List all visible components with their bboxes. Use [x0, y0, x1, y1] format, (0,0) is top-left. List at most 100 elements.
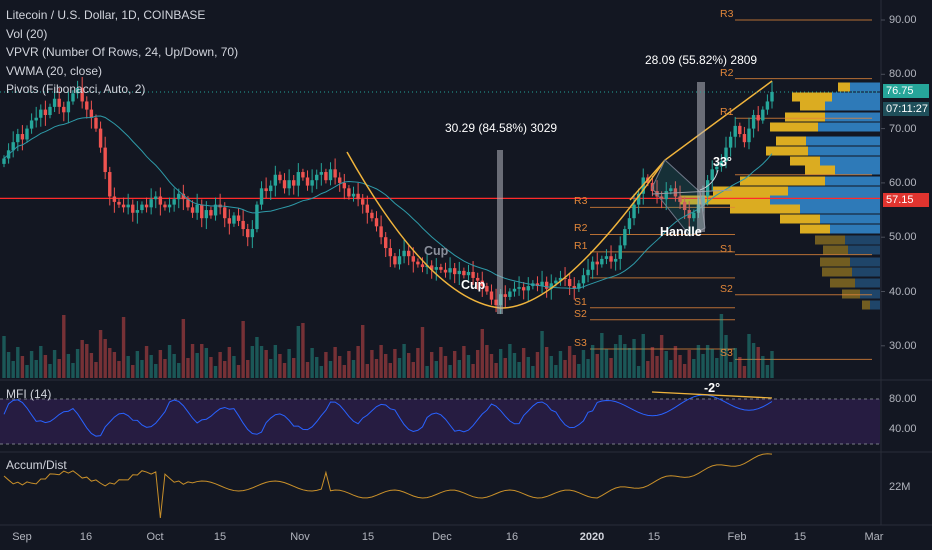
volume-bar	[71, 363, 75, 378]
candle-body	[572, 286, 576, 289]
volume-bar	[761, 356, 765, 378]
legend-volume[interactable]: Vol (20)	[6, 26, 48, 41]
candle-body	[80, 87, 84, 102]
volume-bar	[121, 317, 126, 378]
volume-bar	[659, 335, 664, 378]
candle-body	[604, 256, 609, 259]
volume-bar	[664, 351, 668, 378]
volume-bar	[485, 345, 489, 378]
legend-vwma[interactable]: VWMA (20, close)	[6, 63, 103, 78]
vpvr-up-bar	[806, 136, 880, 146]
volume-bar	[738, 357, 742, 378]
candle-body	[16, 134, 20, 143]
pivot-left-label: S2	[574, 307, 587, 320]
price-tick-label: 80.00	[889, 68, 917, 81]
legend-pivots[interactable]: Pivots (Fibonacci, Auto, 2)	[6, 82, 146, 96]
time-tick-label: 15	[361, 531, 375, 543]
candle-body	[586, 269, 590, 276]
volume-bar	[655, 356, 659, 378]
volume-bar	[62, 315, 66, 378]
volume-bar	[733, 348, 737, 378]
candle-body	[374, 218, 379, 227]
volume-bar	[678, 355, 682, 378]
volume-bar	[673, 346, 678, 378]
candle-body	[287, 180, 291, 189]
level-price-tag: 57.15	[883, 193, 929, 207]
volume-bar	[618, 335, 622, 378]
candles	[2, 77, 774, 378]
pivot-right-label: S1	[720, 242, 733, 255]
candle-body	[664, 191, 668, 200]
vpvr-down-bar	[785, 112, 825, 122]
volume-bar	[549, 356, 553, 378]
vpvr-up-bar	[845, 235, 880, 245]
volume-bar	[140, 360, 144, 378]
vpvr-down-bar	[713, 186, 788, 196]
volume-bar	[540, 331, 544, 378]
candle-body	[2, 158, 6, 164]
volume-bar	[411, 362, 415, 378]
pivot-left-label: R1	[574, 239, 588, 252]
volume-bar	[508, 344, 512, 378]
volume-bar	[558, 351, 563, 378]
volume-bar	[250, 346, 255, 378]
volume-bar	[190, 344, 195, 378]
volume-bar	[241, 321, 245, 378]
candle-body	[411, 256, 415, 262]
candle-body	[457, 270, 461, 275]
time-tick-label: 2020	[579, 531, 605, 543]
vpvr-down-bar	[730, 204, 800, 214]
candle-body	[255, 204, 259, 230]
vpvr-down-bar	[830, 278, 855, 288]
legend-symbol[interactable]: Litecoin / U.S. Dollar, 1D, COINBASE	[6, 8, 206, 22]
legend-vpvr[interactable]: VPVR (Number Of Rows, 24, Up/Down, 70)	[6, 45, 239, 59]
volume-bar	[471, 364, 475, 378]
volume-bar	[338, 356, 342, 378]
volume-bar	[213, 366, 218, 378]
candle-body	[232, 215, 236, 224]
volume-bar	[117, 361, 121, 378]
volume-bar	[521, 348, 526, 378]
candle-body	[567, 279, 572, 287]
candle-body	[43, 109, 48, 116]
price-tick-label: 90.00	[889, 14, 917, 26]
volume-bar	[480, 329, 484, 378]
candle-body	[103, 147, 107, 173]
accum-pane-label[interactable]: Accum/Dist	[6, 458, 67, 472]
vpvr-down-bar	[800, 101, 825, 111]
volume-bar	[347, 351, 351, 378]
candle-body	[20, 134, 25, 140]
mfi-pane-label[interactable]: MFI (14)	[6, 387, 52, 401]
volume-bar	[89, 353, 94, 378]
volume-bar	[94, 362, 98, 378]
candle-body	[154, 196, 158, 200]
volume-bar	[236, 365, 241, 378]
candle-body	[397, 256, 402, 265]
candle-body	[379, 226, 383, 238]
volume-bar	[204, 348, 209, 378]
volume-bar	[402, 344, 406, 378]
volume-bar	[600, 333, 604, 378]
candle-body	[623, 229, 627, 246]
volume-bar	[728, 362, 733, 378]
candle-body	[581, 275, 586, 284]
volume-bar	[305, 362, 310, 378]
pivot-right-label: R2	[720, 66, 734, 79]
price-tick-label: 50.00	[889, 231, 917, 244]
candle-body	[112, 196, 117, 202]
volume-bar	[517, 362, 521, 378]
volume-bar	[351, 360, 356, 378]
candle-body	[62, 106, 66, 113]
volume-bar	[719, 314, 724, 378]
candle-body	[659, 196, 664, 200]
volume-bar	[434, 361, 438, 378]
vpvr-up-bar	[830, 224, 880, 234]
volume-bar	[613, 344, 618, 378]
pivot-right-label: S2	[720, 282, 733, 295]
mfi-band	[0, 399, 880, 444]
volume-bar	[167, 345, 172, 378]
candle-body	[117, 201, 121, 205]
volume-bar	[85, 344, 89, 378]
candle-body	[172, 199, 176, 205]
